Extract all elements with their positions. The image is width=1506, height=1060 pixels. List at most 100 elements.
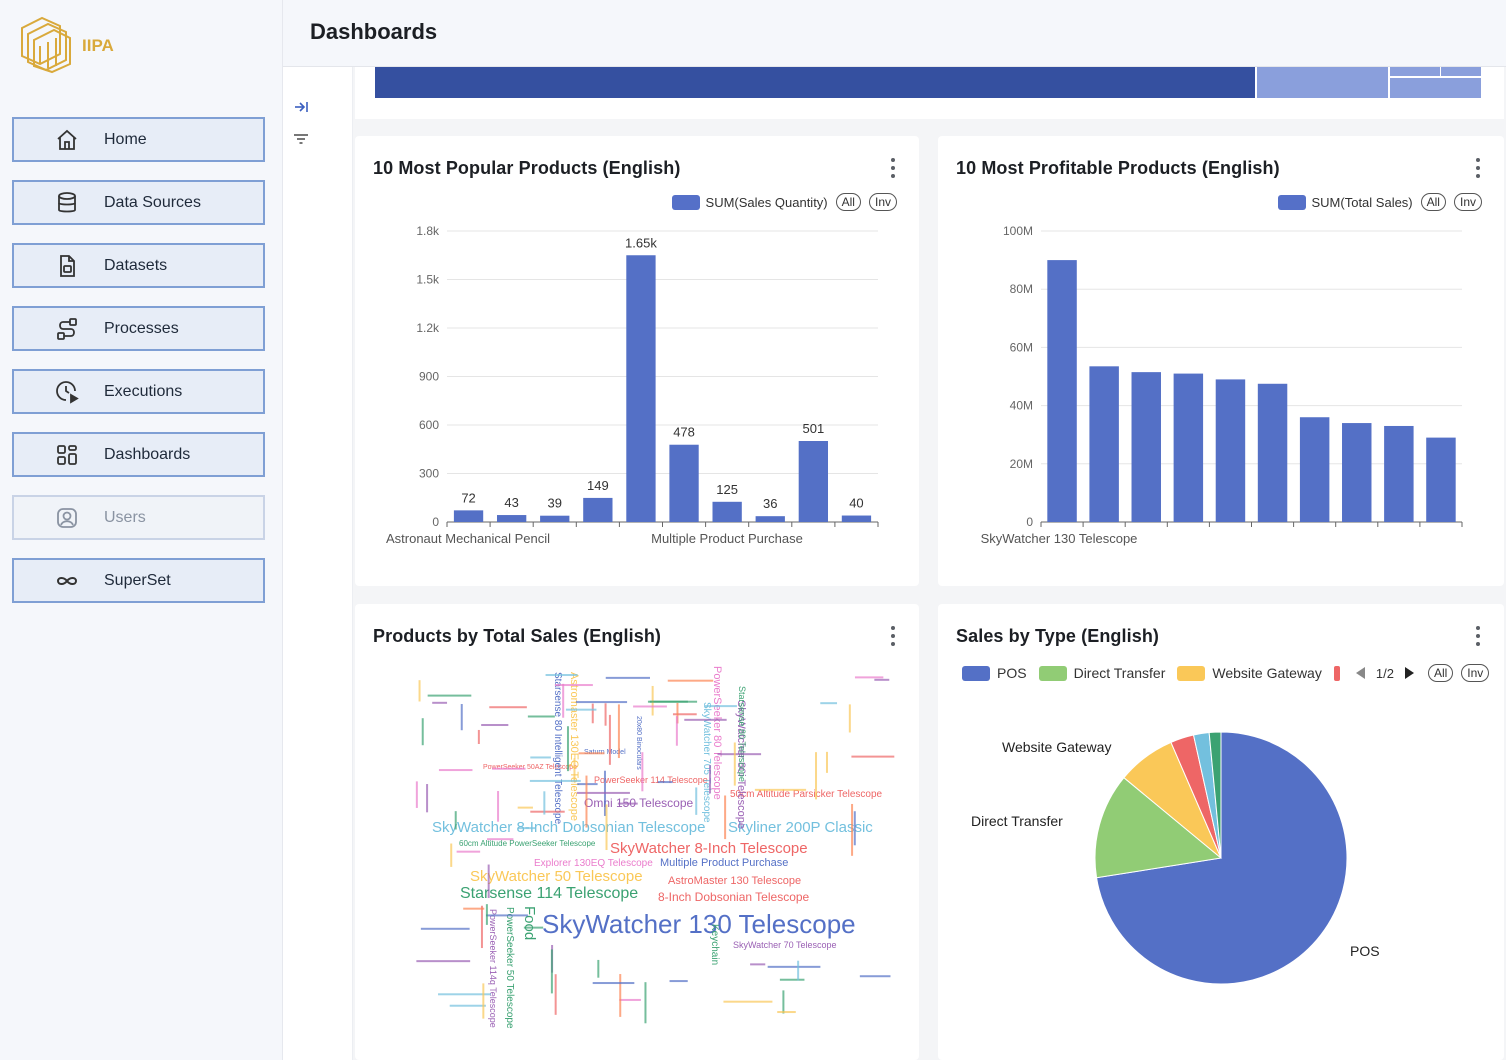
word-cloud-filler [454,811,457,830]
sidebar-item-data-sources[interactable]: Data Sources [12,180,265,225]
legend-swatch[interactable] [671,194,700,210]
filter-icon [294,134,308,144]
pie-legend: POS Direct Transfer Website Gateway 1/2 … [962,664,1490,682]
bar [1426,437,1456,522]
legend-swatch[interactable] [1277,194,1306,210]
legend-label: Direct Transfer [1073,665,1166,681]
legend-item-pos[interactable]: POS [962,665,1027,681]
word-cloud-word: Astromaster 130EQ Telescope [568,672,580,821]
word-cloud-filler [608,714,611,765]
profitable-products-chart: 0 20M 40M 60M 80M 100M SkyWatcher 130 Telescop… [981,224,1463,546]
word-cloud-filler [477,729,480,744]
word-cloud-filler [724,795,727,840]
next-page-icon[interactable] [1404,666,1416,680]
word-cloud-word: Saturn Model [584,749,626,756]
expand-panel-button[interactable] [291,97,311,117]
word-cloud-filler [481,724,509,727]
word-cloud-filler [497,791,500,822]
sidebar-item-label: SuperSet [104,571,171,589]
word-cloud-word: PowerSeeker 50AZ Telescope [483,764,577,771]
legend-all-button[interactable]: All [1427,664,1454,682]
filter-button[interactable] [291,129,311,149]
legend-swatch-partial [1333,665,1340,681]
word-cloud-filler [449,1004,486,1007]
process-icon [54,316,80,342]
word-cloud-filler [456,850,481,853]
card-menu-button[interactable] [1474,626,1482,646]
sidebar-item-label: Dashboards [104,445,191,463]
data-label: 39 [548,496,562,511]
word-cloud-word: Food [521,906,538,940]
sidebar-item-datasets[interactable]: Datasets [12,243,265,288]
card-menu-button[interactable] [1474,158,1482,178]
word-cloud-filler [415,781,418,808]
legend-item-direct-transfer[interactable]: Direct Transfer [1038,665,1166,681]
sidebar-item-processes[interactable]: Processes [12,306,265,351]
data-label: 36 [763,496,777,511]
word-cloud-filler [604,703,607,726]
word-cloud-filler [717,753,762,756]
y-tick-label: 1.2k [416,321,440,335]
file-icon [54,253,80,279]
legend-swatch [962,665,990,681]
legend-all-button[interactable]: All [835,193,861,211]
sidebar-item-users[interactable]: Users [12,495,265,540]
word-cloud-word: Omni 150 Telescope [584,796,694,810]
word-cloud-word: 20x80 Binoculars [635,716,642,770]
y-tick-label: 300 [419,467,439,481]
logo[interactable]: IIPA [18,14,114,74]
word-cloud-word: PowerSeeker 50 Telescope [504,907,515,1029]
word-cloud-word: 8-Inch Dobsonian Telescope [658,890,810,904]
word-cloud-filler [777,1011,796,1014]
word-cloud-filler [695,787,698,815]
word-cloud-filler [853,811,856,846]
dashboard-icon [54,442,80,468]
word-cloud-filler [460,704,463,731]
sidebar-item-home[interactable]: Home [12,117,265,162]
data-label: 1.65k [625,235,657,250]
database-icon [54,190,80,216]
profitable-products-card: 10 Most Profitable Products (English) SU… [938,136,1504,586]
prev-page-icon[interactable] [1354,666,1366,680]
word-cloud-filler [779,978,805,981]
card-menu-button[interactable] [889,158,897,178]
word-cloud-filler [644,982,647,1024]
bar [1173,373,1204,522]
word-cloud-filler [591,703,594,724]
legend-item-website-gateway[interactable]: Website Gateway [1177,665,1322,681]
legend-inv-button[interactable]: Inv [1461,664,1490,682]
sidebar-item-label: Processes [104,319,179,337]
word-cloud-word: PowerSeeker 80 Telescope [711,666,723,800]
sidebar-item-dashboards[interactable]: Dashboards [12,432,265,477]
pie-label: Direct Transfer [971,813,1063,829]
word-cloud-filler [482,983,485,1019]
legend-inv-button[interactable]: Inv [1453,193,1482,211]
dashboard-tool-rail [283,67,353,1060]
home-icon [54,127,80,153]
bar [1047,260,1077,522]
word-cloud-filler [797,960,800,981]
page-indicator: 1/2 [1375,665,1394,681]
word-cloud-word: SkyWatcher 705 Telescope [701,702,712,823]
word-cloud-filler [517,827,536,830]
legend-label[interactable]: SUM(Sales Quantity) [705,194,828,210]
strip-segment [1390,67,1440,76]
sidebar-item-superset[interactable]: SuperSet [12,558,265,603]
strip-segment [1441,67,1481,76]
legend-pager: 1/2 [1354,666,1416,681]
word-cloud-word: SkyWatcher 80i Telescope [735,700,747,829]
bar [540,515,570,522]
strip-segment [1257,67,1388,98]
word-cloud-filler [619,974,622,1017]
infinity-icon [54,568,80,594]
sidebar-item-executions[interactable]: Executions [12,369,265,414]
word-cloud-filler [825,751,828,773]
word-cloud-filler [605,804,608,851]
word-cloud-filler [487,864,490,899]
legend-inv-button[interactable]: Inv [868,193,897,211]
card-menu-button[interactable] [889,626,897,646]
legend-all-button[interactable]: All [1420,193,1446,211]
pie-slice [1094,776,1223,879]
word-cloud-filler [492,767,526,770]
legend-label[interactable]: SUM(Total Sales) [1311,194,1413,210]
